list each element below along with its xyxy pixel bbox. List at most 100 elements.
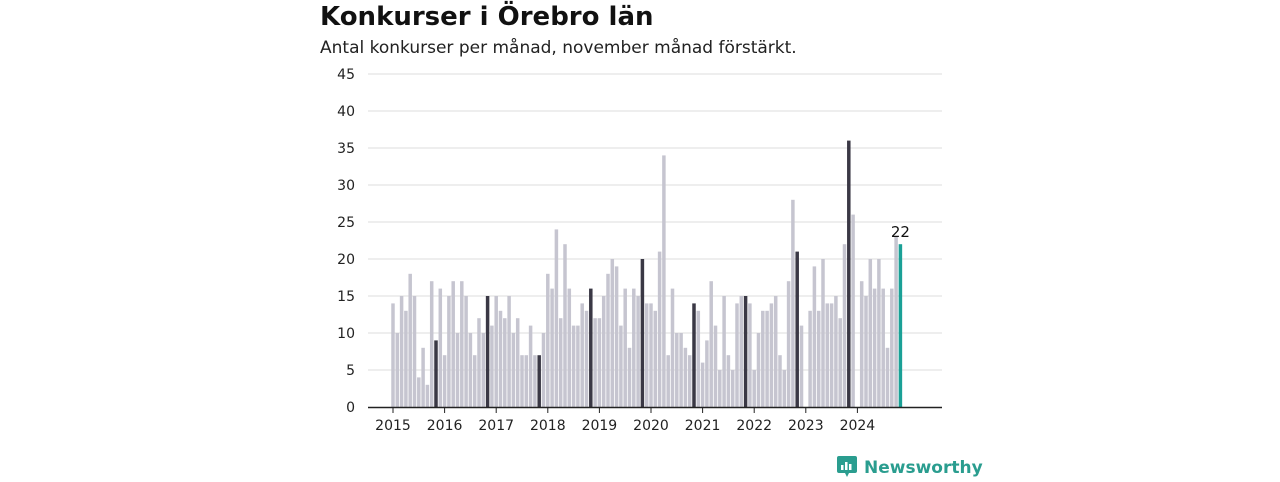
bar bbox=[881, 288, 885, 407]
x-tick-label: 2021 bbox=[685, 418, 721, 434]
bar bbox=[438, 288, 443, 407]
bar bbox=[829, 303, 834, 407]
bar bbox=[649, 303, 653, 407]
bar bbox=[558, 318, 563, 407]
bar-november bbox=[537, 355, 541, 407]
chart-title: Konkurser i Örebro län bbox=[320, 2, 654, 32]
x-tick-label: 2018 bbox=[530, 418, 566, 434]
bar bbox=[498, 310, 503, 407]
bar-november bbox=[743, 296, 748, 407]
bar bbox=[675, 333, 679, 407]
bar bbox=[412, 296, 417, 407]
x-tick-label: 2015 bbox=[375, 418, 411, 434]
bar bbox=[601, 296, 606, 407]
bar bbox=[748, 303, 752, 407]
bar bbox=[610, 259, 615, 407]
bar bbox=[718, 370, 722, 407]
bar bbox=[524, 355, 529, 407]
bar bbox=[890, 288, 894, 407]
bar bbox=[679, 333, 683, 407]
bar bbox=[786, 281, 791, 407]
bar bbox=[563, 244, 567, 407]
bar bbox=[503, 318, 507, 407]
bar bbox=[791, 199, 795, 407]
bar bbox=[451, 281, 455, 407]
bar bbox=[541, 333, 546, 407]
y-tick-label: 25 bbox=[337, 215, 355, 231]
bar bbox=[778, 355, 782, 407]
bar-chart-speech-bubble-icon bbox=[836, 454, 858, 482]
x-tick-label: 2016 bbox=[427, 418, 463, 434]
bar bbox=[877, 259, 881, 407]
bar bbox=[816, 310, 821, 407]
bar bbox=[623, 288, 627, 407]
bar bbox=[821, 259, 825, 407]
bar bbox=[842, 244, 847, 407]
latest-value-label: 22 bbox=[891, 223, 910, 241]
bar bbox=[481, 333, 486, 407]
bar bbox=[705, 340, 709, 407]
bar bbox=[554, 229, 559, 407]
y-tick-label: 10 bbox=[337, 326, 355, 342]
bar bbox=[584, 310, 589, 407]
bar bbox=[834, 296, 838, 407]
y-tick-label: 45 bbox=[337, 67, 355, 83]
bar bbox=[447, 296, 451, 407]
bar bbox=[730, 370, 735, 407]
bar bbox=[653, 310, 658, 407]
bar-november bbox=[434, 340, 438, 407]
bar bbox=[769, 303, 774, 407]
bar bbox=[425, 384, 430, 407]
bar bbox=[713, 325, 718, 407]
y-tick-label: 5 bbox=[346, 363, 355, 379]
bar bbox=[490, 325, 494, 407]
bar bbox=[683, 347, 688, 407]
bar bbox=[627, 347, 632, 407]
bar bbox=[636, 296, 640, 407]
y-tick-label: 0 bbox=[346, 400, 355, 416]
bar bbox=[644, 303, 649, 407]
bar bbox=[868, 259, 873, 407]
bar bbox=[687, 355, 692, 407]
bar-november bbox=[692, 303, 696, 407]
x-tick-label: 2024 bbox=[840, 418, 876, 434]
bar bbox=[571, 325, 576, 407]
y-tick-label: 15 bbox=[337, 289, 355, 305]
bar bbox=[468, 333, 473, 407]
bar-november bbox=[640, 259, 645, 407]
bar bbox=[756, 333, 761, 407]
bar bbox=[726, 355, 731, 407]
bar bbox=[404, 310, 408, 407]
bar bbox=[408, 273, 412, 407]
bar bbox=[593, 318, 597, 407]
bar bbox=[494, 296, 498, 407]
bar bbox=[417, 377, 421, 407]
bar bbox=[399, 296, 404, 407]
bar bbox=[761, 310, 765, 407]
bar bbox=[429, 281, 434, 407]
bar bbox=[619, 325, 623, 407]
bar bbox=[885, 347, 890, 407]
bar bbox=[851, 214, 855, 407]
bar bbox=[894, 236, 898, 407]
x-tick-label: 2019 bbox=[582, 418, 618, 434]
bar bbox=[395, 333, 400, 407]
x-tick-label: 2023 bbox=[788, 418, 824, 434]
bar bbox=[722, 296, 726, 407]
chart-subtitle: Antal konkurser per månad, november måna… bbox=[320, 38, 797, 58]
x-tick-label: 2020 bbox=[633, 418, 669, 434]
bar bbox=[580, 303, 584, 407]
bar bbox=[765, 310, 769, 407]
bar bbox=[773, 296, 778, 407]
x-tick-label: 2022 bbox=[736, 418, 772, 434]
brand-name: Newsworthy bbox=[864, 458, 983, 478]
bar bbox=[670, 288, 675, 407]
bar bbox=[696, 310, 701, 407]
bar bbox=[872, 288, 877, 407]
y-tick-label: 40 bbox=[337, 104, 355, 120]
bar bbox=[442, 355, 447, 407]
bar bbox=[657, 251, 662, 407]
bar bbox=[614, 266, 619, 407]
y-tick-label: 35 bbox=[337, 141, 355, 157]
y-tick-label: 20 bbox=[337, 252, 355, 268]
